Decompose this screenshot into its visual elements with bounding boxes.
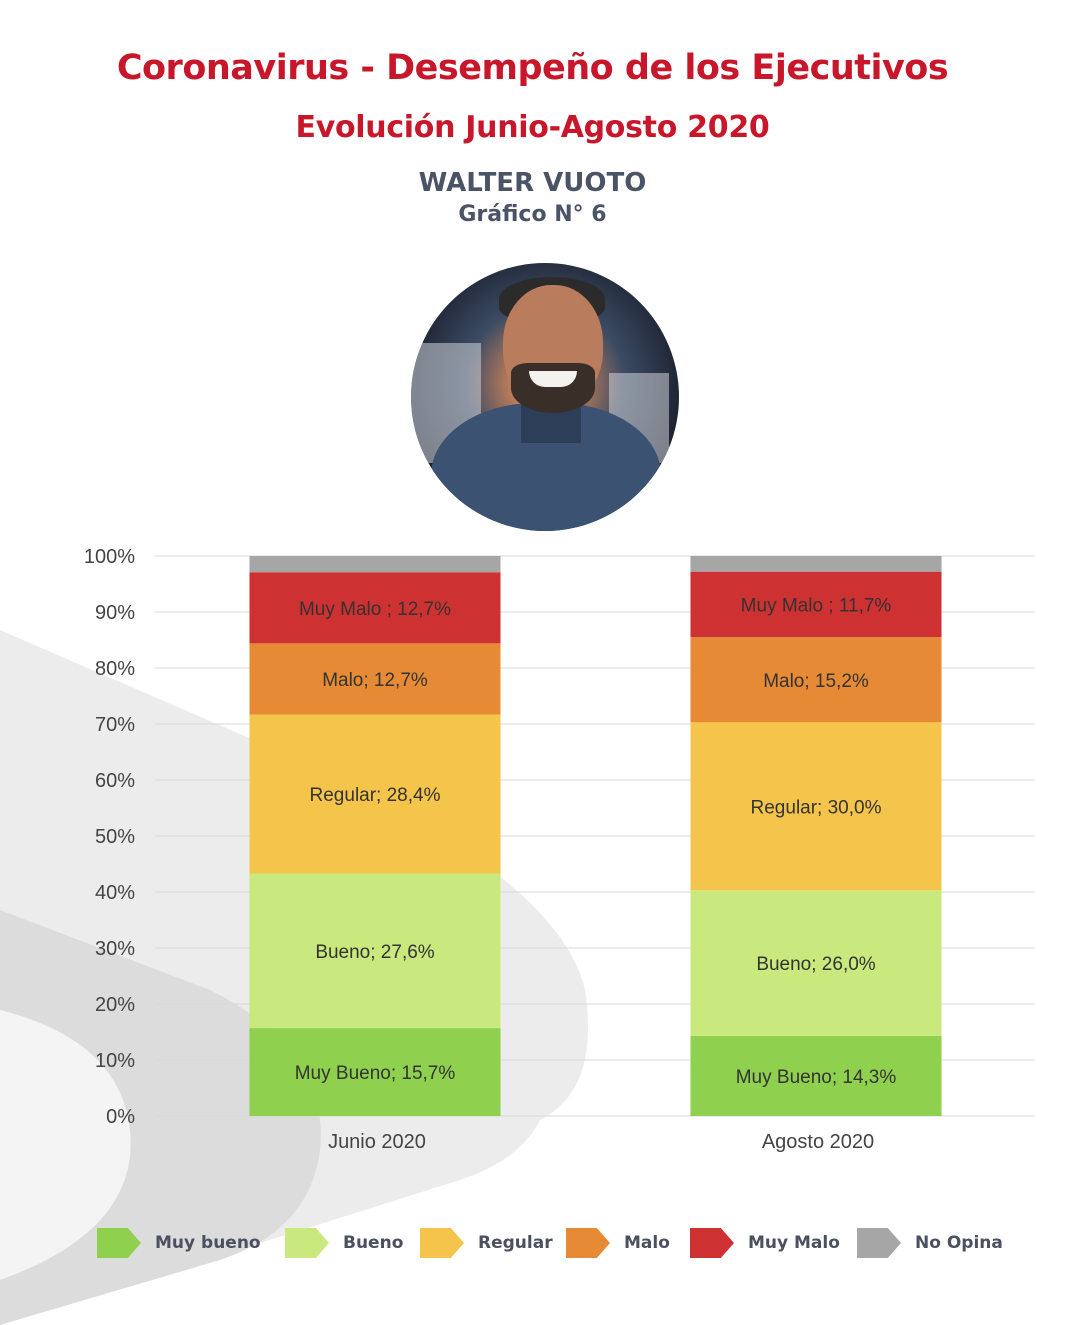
legend-item: Bueno xyxy=(285,1226,403,1260)
bar-segment xyxy=(690,571,942,638)
data-label: Muy Bueno; 15,7% xyxy=(295,1063,456,1084)
bar-segment xyxy=(249,873,501,1029)
legend-item: Regular xyxy=(420,1226,553,1260)
stacked-bar-chart: 0% 10% 20% 30% 40% 50% 60% 70% 80% 90% 100% Muy Bue… xyxy=(84,546,1035,1153)
y-tick-label: 40% xyxy=(95,882,135,904)
data-label: Muy Malo ; 11,7% xyxy=(741,595,892,616)
legend-item: No Opina xyxy=(857,1226,1003,1260)
page-title: Coronavirus - Desempeño de los Ejecutivo… xyxy=(116,48,949,88)
bar-segment xyxy=(690,722,942,891)
legend-label: Muy bueno xyxy=(155,1233,261,1253)
y-tick-label: 10% xyxy=(95,1050,135,1072)
chart-legend: Muy bueno Bueno Regular Malo Muy Malo No Opin… xyxy=(0,1226,1065,1260)
y-tick-label: 60% xyxy=(95,770,135,792)
x-category-label: Junio 2020 xyxy=(328,1131,426,1153)
data-label: Muy Bueno; 14,3% xyxy=(736,1067,897,1088)
bar-segment xyxy=(690,1035,942,1116)
y-tick-label: 20% xyxy=(95,994,135,1016)
legend-swatch xyxy=(690,1228,734,1258)
legend-item: Malo xyxy=(566,1226,670,1260)
legend-swatch xyxy=(566,1228,610,1258)
y-tick-label: 90% xyxy=(95,602,135,624)
y-tick-label: 70% xyxy=(95,714,135,736)
bar-segment xyxy=(249,643,501,715)
legend-label: Muy Malo xyxy=(748,1233,840,1253)
data-label: Regular; 28,4% xyxy=(310,785,441,806)
legend-swatch xyxy=(420,1228,464,1258)
bar-segment xyxy=(690,556,942,572)
bar-segment xyxy=(249,1028,501,1116)
legend-item: Muy bueno xyxy=(97,1226,261,1260)
bar-segment xyxy=(690,890,942,1036)
x-category-label: Agosto 2020 xyxy=(762,1131,874,1153)
legend-swatch xyxy=(97,1228,141,1258)
data-label: Bueno; 26,0% xyxy=(756,954,875,975)
data-label: Regular; 30,0% xyxy=(751,797,882,818)
portrait-photo xyxy=(411,263,679,531)
legend-swatch xyxy=(857,1228,901,1258)
bar-segment xyxy=(249,572,501,644)
legend-label: Bueno xyxy=(343,1233,404,1253)
page-subtitle: Evolución Junio-Agosto 2020 xyxy=(295,110,770,145)
data-label: Malo; 12,7% xyxy=(322,670,428,691)
bar-segment xyxy=(249,714,501,874)
bar-segment xyxy=(249,556,501,573)
person-name: WALTER VUOTO xyxy=(418,168,647,198)
data-label: Muy Malo ; 12,7% xyxy=(299,599,451,620)
y-tick-label: 0% xyxy=(106,1106,135,1128)
data-label: Bueno; 27,6% xyxy=(315,942,434,963)
y-tick-label: 50% xyxy=(95,826,135,848)
legend-item: Muy Malo xyxy=(690,1226,840,1260)
bar-segment xyxy=(690,637,942,723)
chart-number: Gráfico N° 6 xyxy=(458,202,607,227)
legend-label: No Opina xyxy=(915,1233,1003,1253)
legend-label: Regular xyxy=(478,1233,553,1253)
y-tick-label: 100% xyxy=(84,546,135,568)
legend-swatch xyxy=(285,1228,329,1258)
data-label: Malo; 15,2% xyxy=(763,671,869,692)
y-tick-label: 30% xyxy=(95,938,135,960)
y-tick-label: 80% xyxy=(95,658,135,680)
legend-label: Malo xyxy=(624,1233,670,1253)
